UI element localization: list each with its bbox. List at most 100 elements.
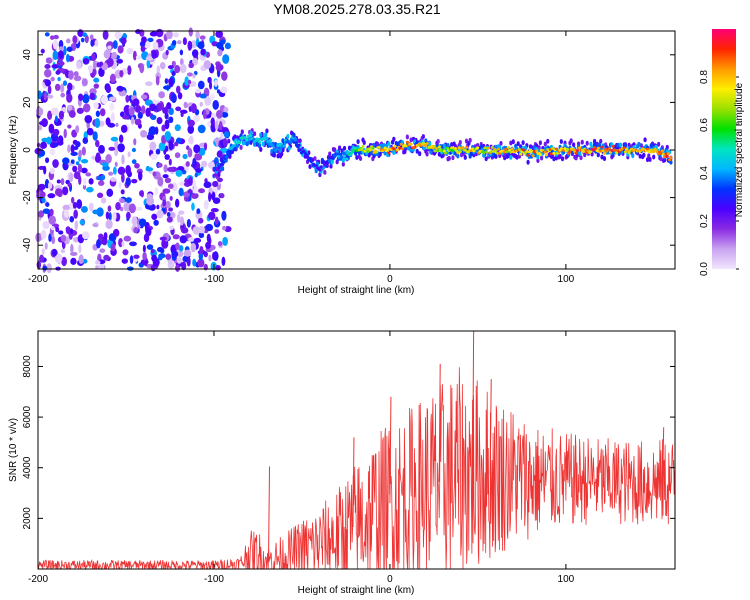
noise-blob [146,134,155,141]
noise-blob [65,53,70,63]
noise-blob [202,109,207,120]
noise-blob [100,174,106,181]
trace-cell [342,145,347,151]
trace-cell [275,147,279,151]
noise-blob [192,226,201,235]
noise-blob [131,178,138,184]
noise-blob [191,202,195,211]
trace-cell [341,157,345,163]
trace-cell [418,151,422,157]
noise-blob [41,118,48,128]
noise-blob [49,35,55,40]
noise-blob [149,103,157,112]
trace-cell [427,141,432,147]
noise-blob [179,49,184,56]
colorbar-tick-label: 0.4 [699,166,710,180]
noise-blob [57,77,61,82]
trace-cell [354,146,358,150]
snr-spike [662,427,665,483]
noise-blob [67,182,72,188]
noise-blob [78,244,82,254]
noise-blob [152,41,159,50]
trace-cell [505,150,509,154]
noise-blob [132,50,137,61]
noise-blob [150,153,158,160]
trace-cell [595,141,599,147]
noise-blob [82,32,88,38]
noise-blob [60,178,65,186]
trace-cell [607,147,611,151]
noise-blob [215,62,221,72]
noise-blob [98,144,105,154]
noise-blob [125,197,132,203]
noise-blob [35,107,44,117]
noise-blob [82,103,91,113]
trace-cell [314,168,318,174]
trace-cell [451,149,455,153]
noise-blob [165,253,172,260]
trace-cell [345,157,349,161]
noise-blob [204,96,212,106]
trace-cell [409,137,413,143]
noise-blob [110,243,116,252]
trace-cell [532,145,536,150]
noise-blob [174,124,181,132]
trace-cell [602,152,607,155]
trace-cell [256,137,260,141]
noise-blob [182,37,187,46]
trace-cell [394,140,398,146]
noise-blob [192,73,196,79]
noise-blob [161,124,166,132]
trace-cell [421,134,425,139]
trace-cell [287,145,291,151]
noise-blob [122,115,130,120]
noise-blob [77,93,84,102]
trace-cell [509,154,513,160]
noise-blob [42,208,51,215]
trace-cell [253,142,257,147]
trace-cell [645,157,650,163]
noise-blob [214,120,219,131]
trace-cell [286,134,290,139]
noise-blob [150,264,156,272]
noise-blob [73,145,79,150]
noise-blob [46,263,52,274]
noise-blob [140,105,146,115]
trace-cell [531,154,535,158]
trace-cell [450,146,454,150]
noise-blob [133,227,139,234]
noise-blob [152,258,160,267]
noise-blob [79,219,85,225]
noise-blob [164,112,169,120]
noise-blob [212,180,219,188]
noise-blob [186,218,191,228]
trace-cell [652,154,656,160]
noise-blob [119,198,125,204]
trace-cell [425,142,429,145]
noise-blob [108,96,117,102]
noise-blob [62,204,70,211]
noise-blob [48,123,55,134]
trace-cell [341,151,345,155]
trace-cell [456,151,460,155]
noise-blob [171,250,179,258]
noise-blob [178,187,184,197]
noise-blob [125,211,131,220]
trace-cell [602,156,607,161]
trace-cell [292,141,296,144]
noise-blob [72,202,78,209]
noise-blob [73,75,82,82]
trace-cell [392,136,396,142]
noise-blob [196,208,201,215]
noise-blob [78,254,84,265]
noise-blob [162,174,169,179]
noise-blob [41,137,50,143]
noise-blob [67,124,72,129]
noise-blob [82,57,90,65]
trace-cell [342,154,347,158]
trace-cell [421,142,425,145]
noise-blob [187,147,193,158]
noise-blob [76,199,83,209]
x-tick-label: 100 [558,574,575,585]
trace-cell [464,138,469,144]
